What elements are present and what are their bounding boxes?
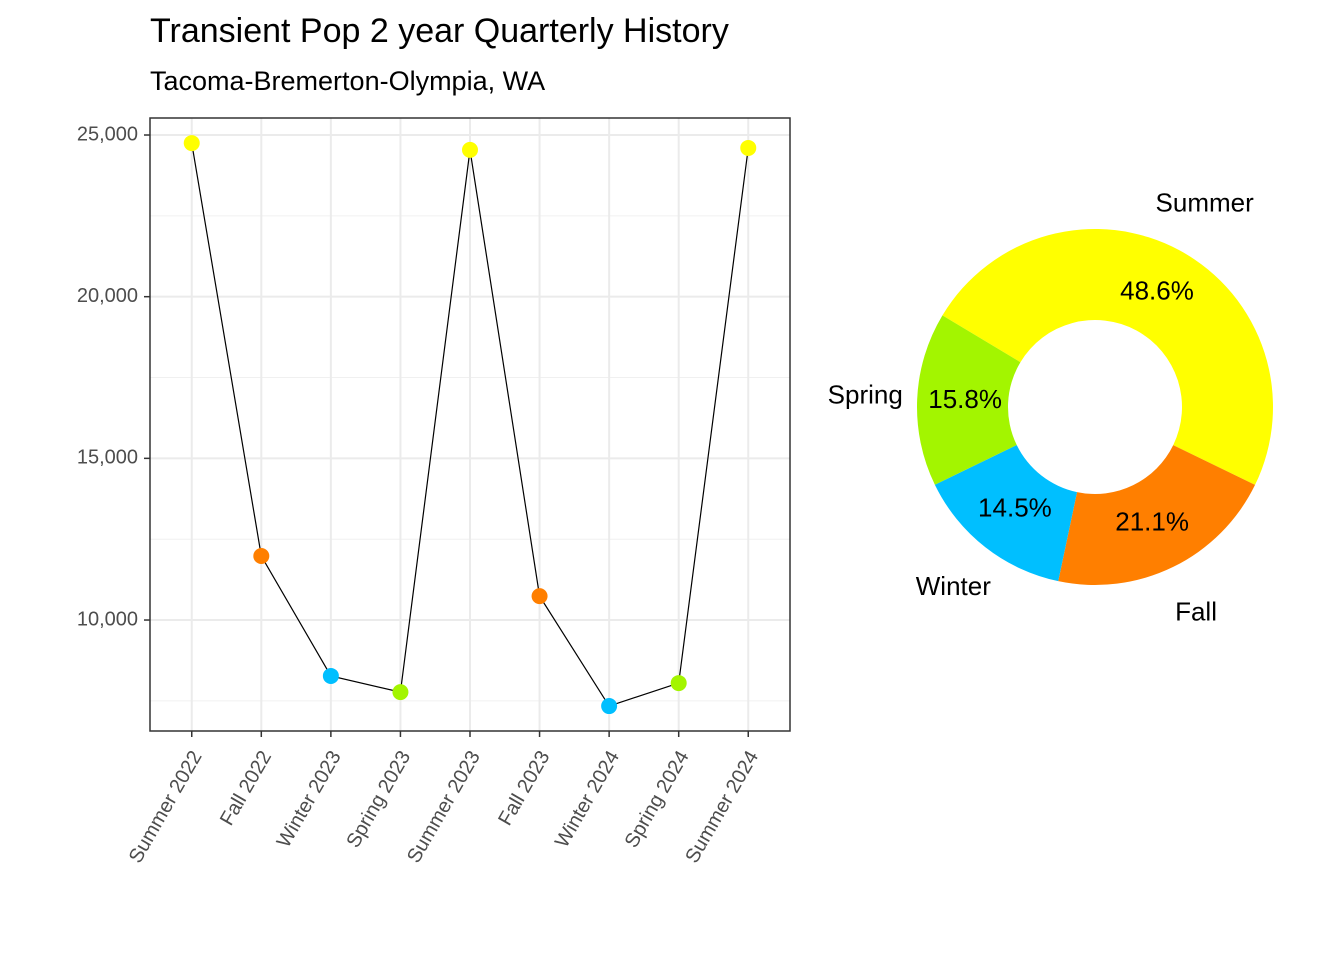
point [392, 684, 409, 701]
x-tick-label: Spring 2023 [342, 747, 415, 851]
chart-subtitle: Tacoma-Bremerton-Olympia, WA [150, 66, 545, 96]
x-tick-label: Winter 2024 [551, 747, 624, 851]
value-label: 14.5% [978, 492, 1052, 522]
category-label: Summer [1156, 188, 1255, 218]
point [670, 675, 687, 692]
value-label: 15.8% [928, 384, 1002, 414]
point [253, 548, 270, 565]
point [183, 135, 200, 152]
y-tick-label: 15,000 [77, 447, 138, 469]
category-label: Spring [828, 380, 903, 410]
point [601, 698, 618, 715]
x-tick-label: Summer 2022 [125, 747, 207, 867]
value-label: 21.1% [1115, 507, 1189, 537]
y-tick-label: 10,000 [77, 608, 138, 630]
x-tick-label: Winter 2023 [273, 747, 346, 851]
point [740, 139, 757, 156]
x-tick-label: Spring 2024 [621, 747, 694, 851]
donut-slice [1058, 445, 1256, 586]
value-label: 48.6% [1120, 276, 1194, 306]
plot-border [149, 117, 791, 732]
x-tick-label: Fall 2022 [216, 747, 276, 829]
y-tick-label: 25,000 [77, 123, 138, 145]
y-tick-label: 20,000 [77, 285, 138, 307]
x-tick-label: Summer 2023 [403, 747, 485, 867]
donut-slice [934, 444, 1078, 582]
point [322, 667, 339, 684]
donut-slice [917, 315, 1021, 485]
point [462, 141, 478, 158]
point [531, 588, 548, 605]
category-label: Fall [1175, 596, 1217, 626]
x-tick-label: Summer 2024 [681, 747, 763, 867]
donut-slice [942, 228, 1274, 485]
x-tick-label: Fall 2023 [494, 747, 554, 829]
category-label: Winter [916, 571, 991, 601]
chart-title: Transient Pop 2 year Quarterly History [150, 12, 729, 50]
